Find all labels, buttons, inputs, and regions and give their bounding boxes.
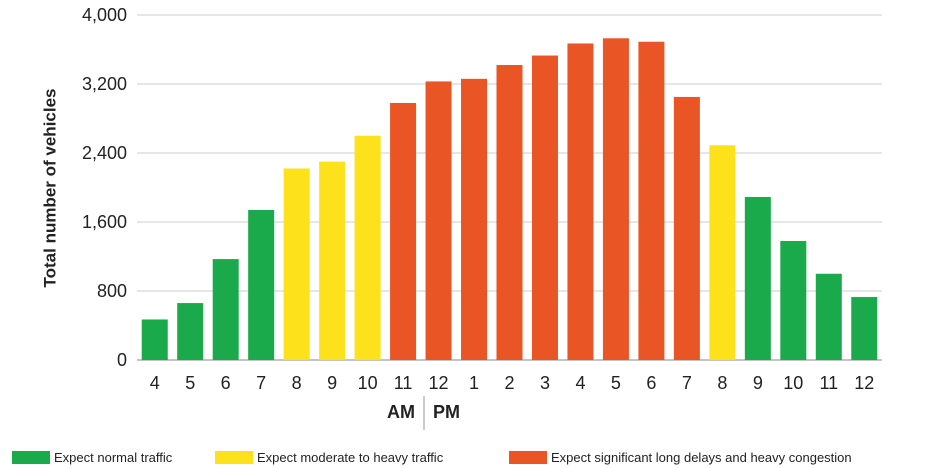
y-tick-label: 4,000 [82,5,127,25]
bar [567,43,594,361]
bar [354,135,381,360]
am-label: AM [387,402,415,422]
legend-label: Expect normal traffic [54,450,173,465]
x-tick-label: 3 [540,373,550,393]
x-tick-label: 8 [292,373,302,393]
y-tick-label: 1,600 [82,212,127,232]
x-tick-label: 9 [753,373,763,393]
x-tick-label: 1 [469,373,479,393]
x-tick-label: 12 [854,373,874,393]
bar [744,196,771,360]
x-tick-label: 6 [646,373,656,393]
x-tick-label: 7 [682,373,692,393]
x-tick-label: 4 [575,373,585,393]
bar [602,38,629,360]
x-tick-label: 10 [358,373,378,393]
bar [780,240,807,360]
bar [390,102,417,360]
x-tick-label: 11 [819,373,838,393]
bar [851,297,878,360]
y-tick-label: 3,200 [82,74,127,94]
bar [177,303,204,360]
bar [319,161,346,360]
y-axis-ticks: 0 800 1,600 2,400 3,200 4,000 [82,5,127,370]
y-tick-label: 2,400 [82,143,127,163]
bar [815,273,842,360]
legend: Expect normal traffic Expect moderate to … [12,450,852,465]
x-tick-label: 5 [185,373,195,393]
legend-label: Expect moderate to heavy traffic [257,450,444,465]
bars [141,38,878,361]
bar [638,41,665,361]
y-axis-label: Total number of vehicles [40,88,59,287]
x-tick-label: 5 [611,373,621,393]
bar [496,65,523,361]
x-tick-label: 10 [783,373,803,393]
bar [425,81,452,360]
legend-swatch [509,451,547,464]
legend-swatch [12,451,50,464]
x-tick-label: 2 [504,373,514,393]
y-tick-label: 800 [97,281,127,301]
bar [212,259,239,360]
bar [461,78,488,360]
x-axis-ticks: 4 5 6 7 8 9 10 11 12 1 2 3 4 5 6 7 8 9 10 11 12 [150,373,875,393]
x-tick-label: 7 [256,373,266,393]
x-tick-label: 4 [150,373,160,393]
bar [283,168,310,360]
bar [248,209,275,360]
x-tick-label: 12 [429,373,449,393]
legend-label: Expect significant long delays and heavy… [551,450,852,465]
pm-label: PM [433,402,460,422]
x-tick-label: 6 [221,373,231,393]
x-tick-label: 11 [394,373,413,393]
bar [531,55,558,360]
bar [673,96,700,360]
legend-swatch [215,451,253,464]
x-tick-label: 8 [717,373,727,393]
bar [709,145,736,360]
x-tick-label: 9 [327,373,337,393]
y-tick-label: 0 [117,350,127,370]
bar [141,319,168,360]
